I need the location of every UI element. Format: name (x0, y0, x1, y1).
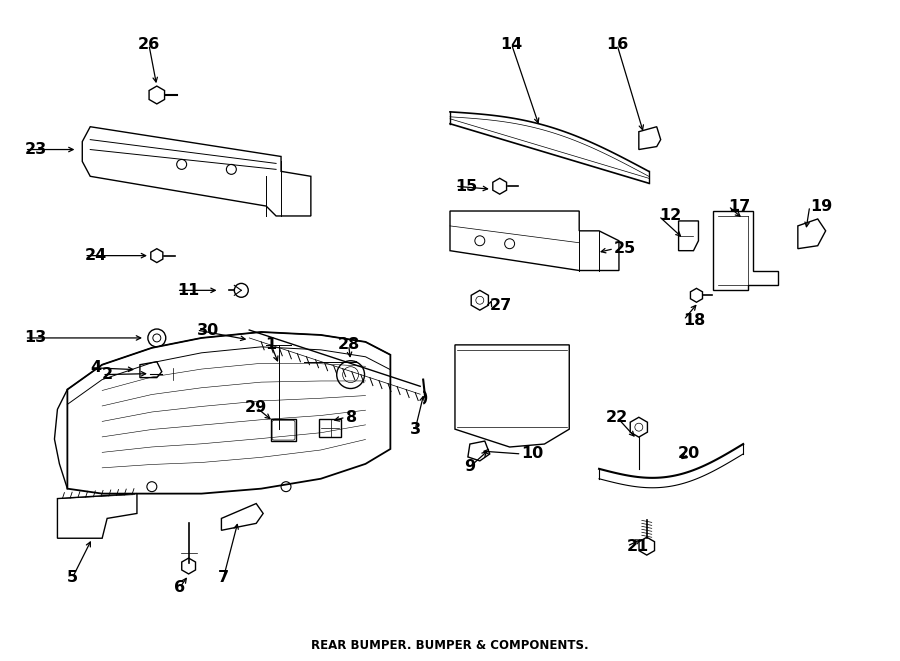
Text: 19: 19 (810, 198, 832, 214)
Text: 26: 26 (138, 37, 160, 52)
Text: 17: 17 (728, 198, 751, 214)
Polygon shape (58, 494, 137, 538)
Polygon shape (797, 219, 825, 249)
Bar (319, 419, 341, 437)
Polygon shape (140, 362, 162, 377)
Text: 30: 30 (196, 323, 219, 338)
Text: 24: 24 (85, 248, 106, 263)
Bar (271, 419, 296, 441)
Text: 14: 14 (500, 37, 523, 52)
Text: 20: 20 (678, 446, 699, 461)
Text: 28: 28 (338, 337, 360, 352)
Text: 2: 2 (103, 367, 113, 382)
Text: 11: 11 (176, 283, 199, 298)
Text: 21: 21 (627, 539, 649, 554)
Text: 25: 25 (614, 241, 636, 256)
Text: 16: 16 (606, 37, 628, 52)
FancyBboxPatch shape (272, 420, 295, 440)
Polygon shape (450, 211, 619, 270)
Bar (162, 368, 184, 379)
Polygon shape (68, 332, 391, 494)
Text: 3: 3 (410, 422, 421, 437)
Text: 5: 5 (67, 570, 78, 586)
Polygon shape (639, 127, 661, 149)
Text: 7: 7 (218, 570, 229, 586)
Text: 13: 13 (24, 330, 47, 346)
Text: 23: 23 (24, 142, 47, 157)
Polygon shape (221, 504, 263, 530)
Polygon shape (714, 211, 778, 290)
Text: 29: 29 (245, 400, 267, 415)
Text: 18: 18 (683, 313, 706, 328)
Text: REAR BUMPER. BUMPER & COMPONENTS.: REAR BUMPER. BUMPER & COMPONENTS. (311, 639, 589, 652)
Polygon shape (455, 345, 570, 447)
Text: 27: 27 (490, 297, 512, 313)
Text: 9: 9 (464, 459, 475, 475)
Text: 1: 1 (266, 337, 276, 352)
Text: 15: 15 (455, 178, 477, 194)
Text: 12: 12 (659, 208, 681, 223)
Polygon shape (679, 221, 698, 251)
Text: 6: 6 (174, 580, 185, 596)
Text: 4: 4 (90, 360, 102, 375)
Text: 10: 10 (522, 446, 544, 461)
Text: 8: 8 (346, 410, 356, 425)
Polygon shape (82, 127, 310, 216)
Polygon shape (468, 441, 490, 461)
Text: 22: 22 (606, 410, 628, 425)
